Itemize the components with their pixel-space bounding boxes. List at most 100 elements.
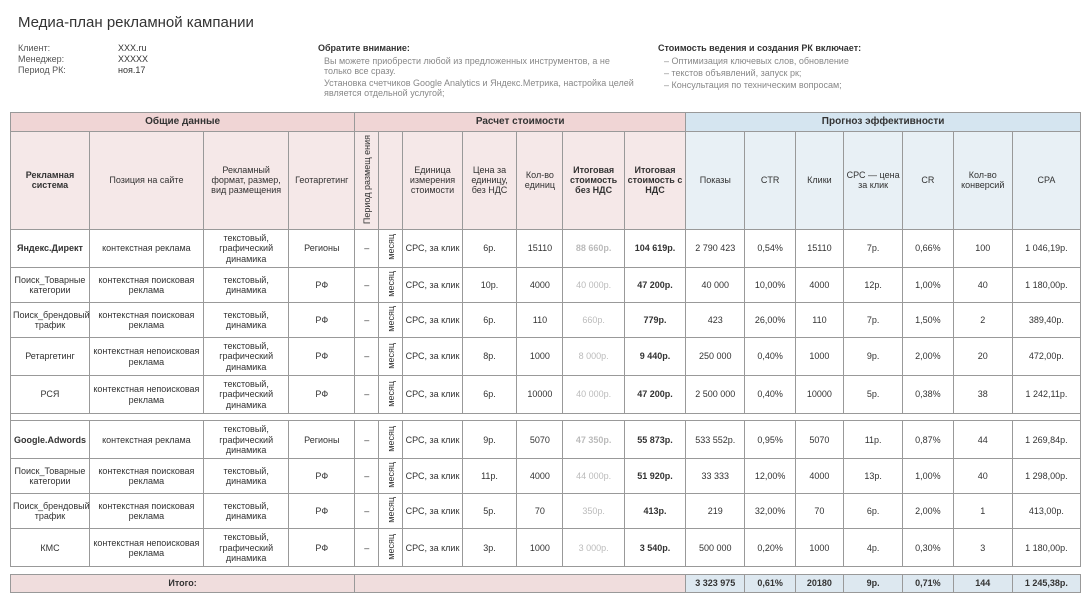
cell-price: 11р. (462, 459, 517, 494)
group-general: Общие данные (11, 113, 355, 132)
page-title: Медиа-план рекламной кампании (18, 14, 1073, 31)
cell-ctr: 32,00% (745, 494, 795, 529)
cell-cr: 2,00% (903, 494, 953, 529)
cell-sum_yes: 47 200р. (624, 376, 685, 414)
cell-sum_yes: 104 619р. (624, 229, 685, 267)
cell-metric: СРС, за клик (403, 421, 462, 459)
media-plan-table: Общие данные Расчет стоимости Прогноз эф… (10, 112, 1081, 593)
cost-block: Стоимость ведения и создания РК включает… (658, 43, 1073, 100)
cell-per: – (355, 494, 379, 529)
cell-sys: Поиск_Товарные категории (11, 267, 90, 302)
cell-cpc: 7р. (844, 303, 903, 338)
cell-cpc: 4р. (844, 529, 903, 567)
cell-geo: РФ (289, 494, 355, 529)
table-row: Поиск_брендовый трафикконтекстная поиско… (11, 494, 1081, 529)
cell-metric: СРС, за клик (403, 376, 462, 414)
totals-clicks: 20180 (795, 575, 843, 592)
cell-cpa: 1 180,00р. (1012, 529, 1080, 567)
cell-pos: контекстная непоисковая реклама (89, 529, 203, 567)
cell-per: – (355, 267, 379, 302)
cell-price: 6р. (462, 229, 517, 267)
cell-price: 9р. (462, 421, 517, 459)
cell-clk: 15110 (795, 229, 843, 267)
cell-cpa: 1 242,11р. (1012, 376, 1080, 414)
col-cpc: СРС — цена за клик (844, 131, 903, 229)
cost-item: – Консультация по техническим вопросам; (658, 80, 1073, 90)
cell-price: 8р. (462, 338, 517, 376)
cell-metric: СРС, за клик (403, 267, 462, 302)
cell-unit: месяц (379, 267, 403, 302)
cell-qty: 1000 (517, 529, 563, 567)
cell-fmt: текстовый, динамика (203, 303, 288, 338)
cell-per: – (355, 421, 379, 459)
totals-cr: 0,71% (903, 575, 953, 592)
cell-cpc: 13р. (844, 459, 903, 494)
cell-unit: месяц (379, 376, 403, 414)
col-price: Цена за единицу, без НДС (462, 131, 517, 229)
cell-imp: 219 (686, 494, 745, 529)
cell-metric: СРС, за клик (403, 338, 462, 376)
cell-sum_yes: 47 200р. (624, 267, 685, 302)
cell-fmt: текстовый, графический динамика (203, 529, 288, 567)
manager-label: Менеджер: (18, 54, 118, 64)
cell-ctr: 0,95% (745, 421, 795, 459)
cost-item: – Оптимизация ключевых слов, обновление (658, 56, 1073, 66)
cell-conv: 38 (953, 376, 1012, 414)
cell-per: – (355, 459, 379, 494)
cell-unit: месяц (379, 494, 403, 529)
cell-pos: контекстная непоисковая реклама (89, 338, 203, 376)
cell-sum_no: 40 000р. (563, 267, 624, 302)
cell-conv: 40 (953, 459, 1012, 494)
cell-ctr: 0,54% (745, 229, 795, 267)
cell-unit: месяц (379, 303, 403, 338)
meta-block: Клиент:XXX.ru Менеджер:XXXXX Период РК:н… (18, 43, 298, 100)
cell-per: – (355, 229, 379, 267)
cell-fmt: текстовый, графический динамика (203, 229, 288, 267)
table-row: Google.Adwordsконтекстная рекламатекстов… (11, 421, 1081, 459)
header: Медиа-план рекламной кампании Клиент:XXX… (10, 10, 1081, 106)
attention-block: Обратите внимание: Вы можете приобрести … (318, 43, 638, 100)
cell-cpa: 413,00р. (1012, 494, 1080, 529)
cell-cr: 1,00% (903, 267, 953, 302)
col-position: Позиция на сайте (89, 131, 203, 229)
totals-impressions: 3 323 975 (686, 575, 745, 592)
cell-cr: 0,66% (903, 229, 953, 267)
cell-cpc: 12р. (844, 267, 903, 302)
attention-head: Обратите внимание: (318, 43, 638, 53)
cell-pos: контекстная поисковая реклама (89, 459, 203, 494)
col-impressions: Показы (686, 131, 745, 229)
totals-cost-blank (355, 575, 686, 592)
cell-clk: 1000 (795, 529, 843, 567)
cell-metric: СРС, за клик (403, 303, 462, 338)
cell-imp: 33 333 (686, 459, 745, 494)
col-metric: Единица измерения стоимости (403, 131, 462, 229)
cell-price: 5р. (462, 494, 517, 529)
cell-sum_no: 88 660р. (563, 229, 624, 267)
cell-clk: 70 (795, 494, 843, 529)
cell-conv: 20 (953, 338, 1012, 376)
cell-fmt: текстовый, графический динамика (203, 421, 288, 459)
col-sum-no-vat: Итоговая стоимость без НДС (563, 131, 624, 229)
cell-clk: 10000 (795, 376, 843, 414)
col-format: Рекламный формат, размер, вид размещения (203, 131, 288, 229)
cell-geo: РФ (289, 459, 355, 494)
cell-geo: Регионы (289, 421, 355, 459)
cell-price: 6р. (462, 303, 517, 338)
cell-clk: 5070 (795, 421, 843, 459)
cell-qty: 15110 (517, 229, 563, 267)
cell-sys: Поиск_брендовый трафик (11, 494, 90, 529)
cell-geo: РФ (289, 303, 355, 338)
cell-cr: 1,00% (903, 459, 953, 494)
col-qty: Кол-во единиц (517, 131, 563, 229)
cell-unit: месяц (379, 529, 403, 567)
table-row: РСЯконтекстная непоисковая рекламатексто… (11, 376, 1081, 414)
cell-imp: 250 000 (686, 338, 745, 376)
cell-pos: контекстная реклама (89, 421, 203, 459)
table-row: Поиск_брендовый трафикконтекстная поиско… (11, 303, 1081, 338)
cell-sys: Поиск_брендовый трафик (11, 303, 90, 338)
cell-price: 6р. (462, 376, 517, 414)
col-conversions: Кол-во конверсий (953, 131, 1012, 229)
cell-pos: контекстная непоисковая реклама (89, 376, 203, 414)
cell-cpa: 1 269,84р. (1012, 421, 1080, 459)
cell-clk: 4000 (795, 459, 843, 494)
